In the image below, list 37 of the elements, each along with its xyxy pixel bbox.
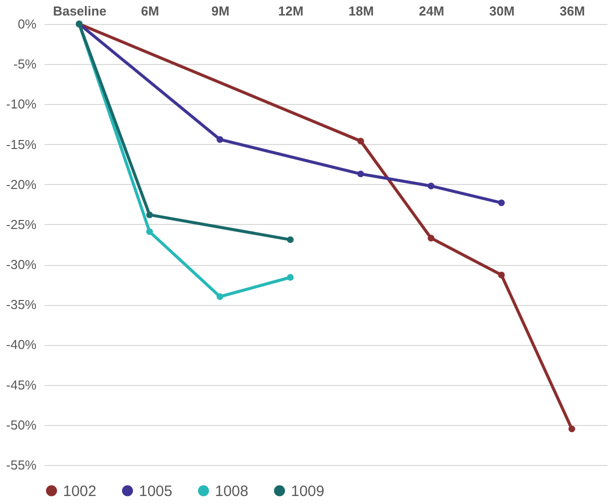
x-tick-label: 18M: [348, 4, 374, 18]
y-tick-label: -10%: [6, 96, 37, 112]
point: [146, 211, 153, 218]
point: [146, 228, 153, 236]
x-tick-label: 6M: [141, 4, 160, 18]
point: [216, 136, 224, 143]
point: [216, 293, 224, 300]
y-tick-label: -15%: [6, 136, 37, 152]
x-tick-label: 12M: [278, 4, 304, 18]
point: [357, 170, 364, 178]
x-tick-label: 24M: [418, 4, 444, 18]
y-tick-label: -25%: [6, 216, 37, 232]
legend-label: 1002: [63, 482, 96, 500]
x-tick-label: 36M: [560, 4, 585, 18]
legend-label: 1009: [291, 482, 324, 500]
legend-label: 1008: [215, 482, 248, 500]
point: [357, 138, 364, 144]
point: [498, 199, 505, 206]
point: [568, 426, 576, 432]
point: [498, 272, 505, 278]
y-tick-label: -35%: [6, 297, 37, 312]
y-tick-label: -20%: [6, 176, 37, 192]
point: [428, 234, 434, 242]
y-tick-label: -5%: [13, 56, 37, 72]
legend-label: 1005: [139, 482, 172, 500]
x-tick-label: 30M: [489, 4, 515, 18]
y-tick-label: 0%: [18, 16, 37, 32]
y-tick-label: -40%: [6, 337, 37, 352]
y-tick-label: -50%: [6, 417, 37, 432]
x-tick-label: Baseline: [52, 4, 106, 18]
point: [286, 274, 294, 281]
point: [428, 182, 434, 190]
y-tick-label: -30%: [6, 257, 37, 272]
y-tick-label: -55%: [6, 458, 37, 472]
y-tick-label: -45%: [6, 377, 37, 392]
point: [286, 236, 294, 244]
x-tick-label: 9M: [211, 4, 230, 18]
